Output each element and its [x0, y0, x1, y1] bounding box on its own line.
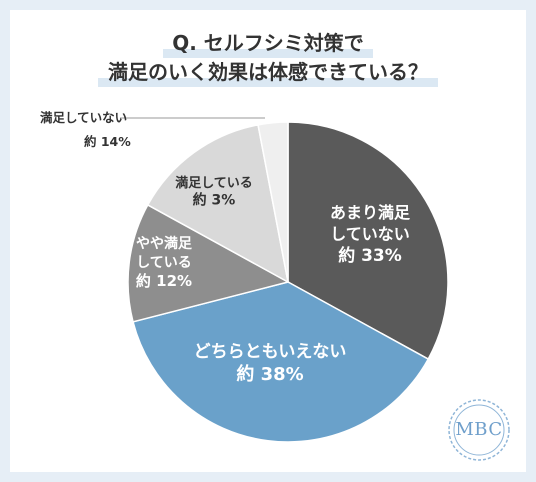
- pie-slice-2: [127, 203, 291, 323]
- slice-label-text-2: やや満足: [136, 235, 193, 252]
- slice-value-0: 約 33%: [338, 245, 402, 266]
- pie-slice-4: [257, 121, 289, 283]
- slice-value-2: 約 12%: [136, 272, 192, 290]
- slice-value-4: 約 3%: [193, 192, 236, 209]
- pie-slice-0: [287, 121, 449, 361]
- slice-label-text-3: 満足していない: [40, 110, 127, 125]
- slice-label-text-0: あまり満足: [330, 203, 411, 222]
- mbc-logo: MBC: [446, 397, 512, 463]
- slice-label-text-2: している: [136, 255, 192, 271]
- title-highlight-1: [163, 49, 373, 58]
- pie-slice-1: [132, 281, 430, 443]
- slice-label-text-1: どちらともいえない: [194, 342, 347, 362]
- slice-label-text-0: していない: [330, 225, 410, 244]
- chart-title-line-2: 満足のいく効果は体感できている？: [108, 60, 428, 84]
- title-highlight-2: [98, 78, 438, 87]
- logo-text: MBC: [455, 419, 503, 440]
- chart-title-line-1: Q. セルフシミ対策で: [172, 31, 364, 55]
- slice-label-text-4: 満足している: [175, 175, 253, 191]
- logo-badge-icon: [448, 399, 510, 461]
- slice-value-3: 約 14%: [84, 134, 131, 149]
- slice-value-1: 約 38%: [236, 363, 303, 385]
- pie-slice-3: [146, 123, 290, 284]
